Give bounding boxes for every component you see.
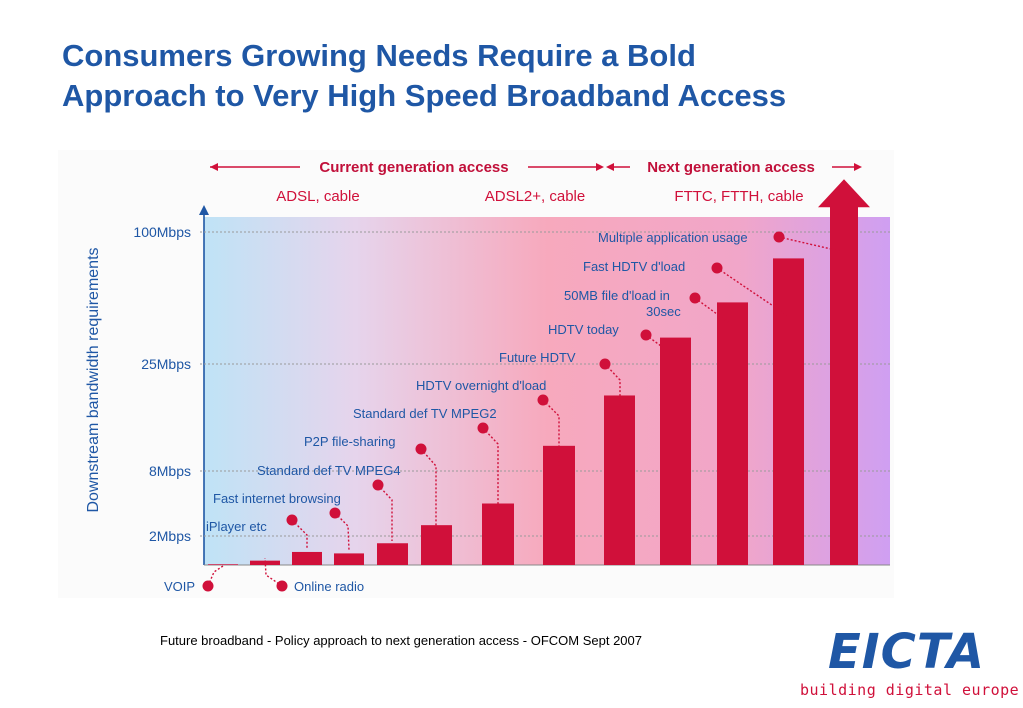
callout-dot [477,422,489,434]
callout-dot [276,580,288,592]
callout-label: Multiple application usage [598,230,748,245]
bar [717,302,748,565]
source-caption: Future broadband - Policy approach to ne… [160,633,642,648]
callout-dot [202,580,214,592]
eicta-logo: EICTA building digital europe [800,624,1020,704]
callout-leader [420,448,437,528]
callout-leader [645,334,677,428]
period-label-current: Current generation access [319,159,508,176]
callout-label: Online radio [294,579,364,594]
callout-leader [604,363,621,470]
callout-dot [286,514,298,526]
bar [773,258,804,565]
callout-label: iPlayer etc [206,519,267,534]
y-axis-label: Downstream bandwidth requirements [85,247,102,512]
callout-leader [291,519,308,549]
callout-leader [778,236,845,266]
callout-dot [773,231,785,243]
callout-leader [377,484,393,541]
callout-dot [329,507,341,519]
bar [334,553,364,565]
callout-label: P2P file-sharing [304,434,396,449]
callout-leader [482,427,499,514]
bar [250,560,280,565]
callout-dot [537,394,549,406]
callout-leader [716,267,789,342]
title-line-1: Consumers Growing Needs Require a Bold [62,38,696,73]
callout-dot [640,329,652,341]
y-tick-label: 100Mbps [133,224,191,240]
tech-label-fttc: FTTC, FTTH, cable [674,188,803,205]
logo-wordmark: EICTA [828,624,986,680]
bar [660,337,691,565]
callout-leader [542,399,560,493]
title-line-2: Approach to Very High Speed Broadband Ac… [62,78,787,113]
callout-label: HDTV today [548,322,619,337]
y-tick-label: 8Mbps [149,463,191,479]
y-tick-label: 2Mbps [149,528,191,544]
callouts: VOIP Online radio iPlayer etc Fast internet… [164,230,845,594]
callout-dot [372,479,384,491]
bar [292,551,322,565]
callout-label: Fast HDTV d'load [583,259,685,274]
bar [377,543,408,565]
callout-label: VOIP [164,579,195,594]
callout-dot [415,443,427,455]
slide-title: Consumers Growing Needs Require a Bold A… [62,36,962,116]
bar [421,525,452,565]
callout-label: Fast internet browsing [213,491,341,506]
logo-tagline: building digital europe [800,681,1020,699]
y-tick-label: 25Mbps [141,356,191,372]
callout-dot [689,292,701,304]
bar [482,503,514,565]
callout-label: Future HDTV [499,350,576,365]
bars [208,179,870,565]
callout-label: HDTV overnight d'load [416,378,546,393]
bar [208,564,238,565]
callout-label: Standard def TV MPEG4 [257,463,401,478]
tech-label-adsl2: ADSL2+, cable [485,188,585,205]
y-axis-arrowhead [199,205,209,215]
bar [543,445,575,565]
bar [604,395,635,565]
period-label-next: Next generation access [647,159,815,176]
callout-leader [694,297,733,380]
callout-label: 50MB file d'load in 30sec [564,288,681,319]
tech-label-adsl: ADSL, cable [276,188,359,205]
callout-dot [599,358,611,370]
growth-arrow [818,179,870,565]
y-tick-labels: 2Mbps 8Mbps 25Mbps 100Mbps [133,224,191,544]
period-header: Current generation access Next generatio… [210,159,862,205]
callout-dot [711,262,723,274]
callout-label: Standard def TV MPEG2 [353,406,497,421]
